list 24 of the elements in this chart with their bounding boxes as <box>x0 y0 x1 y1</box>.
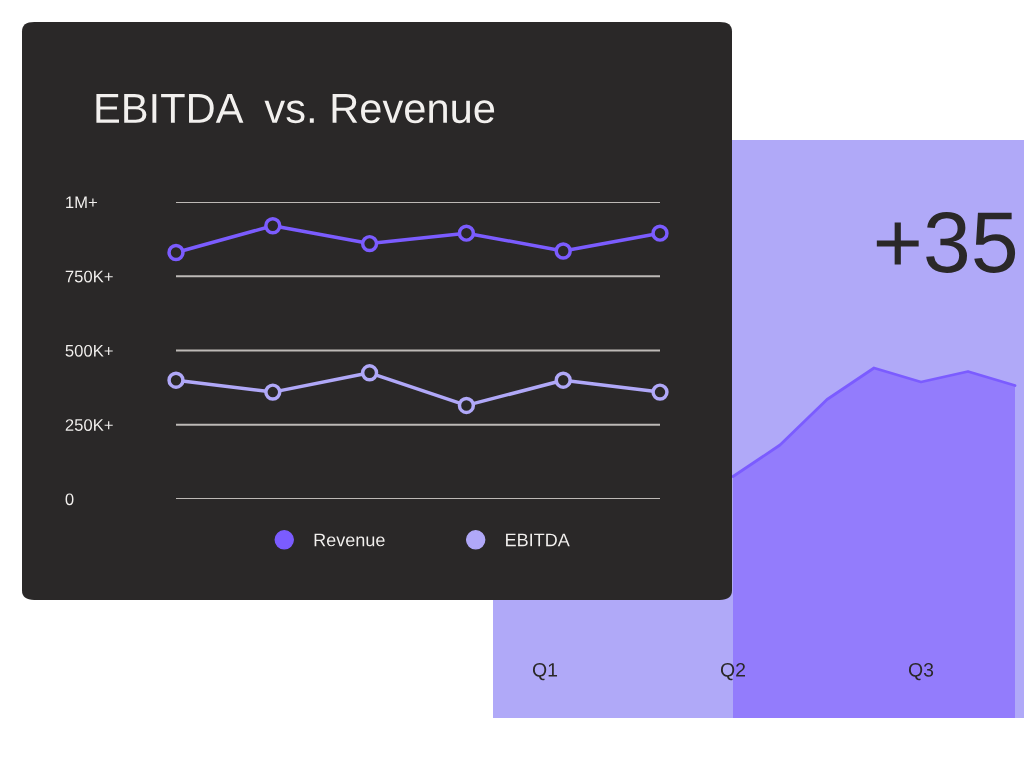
point <box>264 383 282 401</box>
point <box>264 217 282 235</box>
point <box>554 371 572 389</box>
point <box>457 396 476 415</box>
y-tick-label: 250K+ <box>65 419 113 431</box>
point <box>167 371 185 389</box>
point <box>651 224 669 242</box>
point <box>651 383 669 401</box>
point <box>360 364 379 382</box>
legend-label: Revenue <box>314 533 385 547</box>
x-tick-label: Q2 <box>720 662 745 681</box>
chart-title: EBITDA vs. Revenue <box>96 94 495 124</box>
text: +35 <box>876 211 1016 273</box>
x-tick-label: Q3 <box>908 662 934 681</box>
point <box>554 242 572 260</box>
point <box>457 224 476 242</box>
y-tick-label: 1M+ <box>66 196 97 209</box>
y-tick-label: 0 <box>65 493 74 506</box>
x-tick-label: Q1 <box>532 662 558 681</box>
point <box>360 234 379 253</box>
point <box>167 243 185 262</box>
y-tick-label: 500K+ <box>65 344 113 357</box>
legend-label: EBITDA <box>506 533 570 547</box>
y-tick-label: 750K+ <box>65 270 113 283</box>
